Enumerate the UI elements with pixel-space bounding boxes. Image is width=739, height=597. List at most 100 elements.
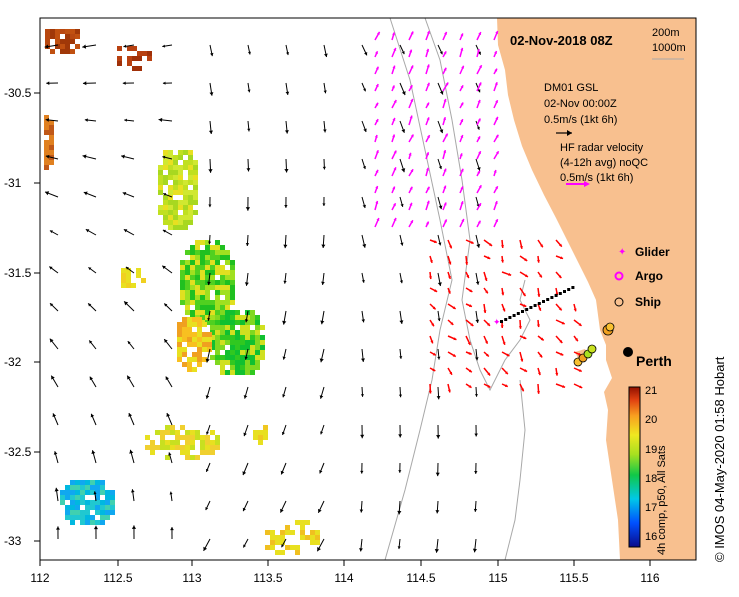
sst-pixel xyxy=(215,360,220,365)
sst-pixel xyxy=(210,285,215,290)
current-vector-head xyxy=(537,391,540,394)
sst-pixel xyxy=(225,320,230,325)
sst-pixel xyxy=(147,56,152,61)
sst-pixel xyxy=(160,445,165,450)
current-vector-head xyxy=(247,129,250,132)
sst-pixel xyxy=(260,340,265,345)
sst-pixel xyxy=(195,275,200,280)
sst-pixel xyxy=(205,440,210,445)
sst-pixel xyxy=(310,535,315,540)
sst-pixel xyxy=(230,335,235,340)
sst-pixel xyxy=(190,270,195,275)
sst-pixel xyxy=(182,347,187,352)
sst-pixel xyxy=(285,530,290,535)
current-vector-head xyxy=(361,394,364,397)
sst-pixel xyxy=(258,435,263,440)
sst-pixel xyxy=(205,445,210,450)
sst-pixel xyxy=(240,315,245,320)
sst-pixel xyxy=(195,305,200,310)
sst-pixel xyxy=(258,430,263,435)
current-vector-head xyxy=(54,451,58,455)
sst-pixel xyxy=(235,355,240,360)
sst-pixel xyxy=(195,285,200,290)
legend-ship-label: Ship xyxy=(635,295,661,309)
current-vector-head xyxy=(283,281,286,284)
x-tick-label: 115 xyxy=(488,571,507,585)
sst-pixel xyxy=(220,255,225,260)
sst-pixel xyxy=(170,440,175,445)
sst-pixel xyxy=(193,165,198,170)
sst-pixel xyxy=(173,190,178,195)
sst-pixel xyxy=(185,270,190,275)
sst-pixel xyxy=(173,205,178,210)
sst-pixel xyxy=(210,250,215,255)
current-vector-head xyxy=(437,396,441,399)
glider-position xyxy=(555,294,558,297)
sst-pixel xyxy=(121,268,126,273)
sst-pixel xyxy=(110,500,115,505)
sst-pixel xyxy=(220,365,225,370)
sst-pixel xyxy=(270,535,275,540)
sst-pixel xyxy=(230,340,235,345)
sst-pixel xyxy=(220,345,225,350)
sst-pixel xyxy=(168,205,173,210)
sst-pixel xyxy=(192,342,197,347)
sst-pixel xyxy=(137,66,142,71)
sst-pixel xyxy=(215,260,220,265)
sst-pixel xyxy=(295,520,300,525)
sst-pixel xyxy=(132,46,137,51)
sst-pixel xyxy=(127,56,132,61)
current-vector-head xyxy=(83,154,87,158)
current-vector-head xyxy=(359,548,363,551)
sst-pixel xyxy=(250,340,255,345)
glider-track: ✦ xyxy=(493,286,574,327)
sst-pixel xyxy=(270,530,275,535)
sst-pixel xyxy=(95,505,100,510)
sst-pixel xyxy=(240,335,245,340)
sst-pixel xyxy=(183,205,188,210)
sst-pixel xyxy=(230,265,235,270)
sst-pixel xyxy=(121,278,126,283)
sst-pixel xyxy=(195,430,200,435)
sst-pixel xyxy=(205,300,210,305)
sst-pixel xyxy=(177,332,182,337)
sst-pixel xyxy=(100,480,105,485)
sst-pixel xyxy=(235,330,240,335)
sst-pixel xyxy=(230,360,235,365)
sst-pixel xyxy=(220,270,225,275)
colorbar-label: 4h comp, p50, All Sats xyxy=(656,446,668,555)
sst-pixel xyxy=(255,325,260,330)
sst-pixel xyxy=(188,220,193,225)
sst-pixel xyxy=(255,335,260,340)
sst-pixel xyxy=(168,170,173,175)
sst-pixel xyxy=(197,322,202,327)
sst-pixel xyxy=(225,280,230,285)
sst-pixel xyxy=(200,445,205,450)
current-vector-head xyxy=(398,470,401,473)
sst-pixel xyxy=(165,425,170,430)
current-vector-head xyxy=(83,81,86,85)
sst-pixel xyxy=(197,327,202,332)
sst-pixel xyxy=(202,347,207,352)
sst-pixel xyxy=(195,240,200,245)
sst-pixel xyxy=(80,495,85,500)
sst-pixel xyxy=(49,145,54,150)
sst-pixel xyxy=(100,520,105,525)
sst-pixel xyxy=(75,29,80,34)
sst-pixel xyxy=(137,51,142,56)
sst-pixel xyxy=(240,350,245,355)
sst-pixel xyxy=(250,345,255,350)
sst-pixel xyxy=(150,450,155,455)
sst-pixel xyxy=(183,180,188,185)
sst-pixel xyxy=(65,515,70,520)
x-tick-label: 113.5 xyxy=(253,571,282,585)
current-vector-head xyxy=(360,435,364,438)
sst-pixel xyxy=(136,273,141,278)
sst-pixel xyxy=(70,500,75,505)
sst-pixel xyxy=(168,220,173,225)
sst-pixel xyxy=(65,485,70,490)
sst-pixel xyxy=(187,367,192,372)
sst-pixel xyxy=(80,500,85,505)
current-vector-head xyxy=(159,118,163,122)
sst-pixel xyxy=(240,370,245,375)
